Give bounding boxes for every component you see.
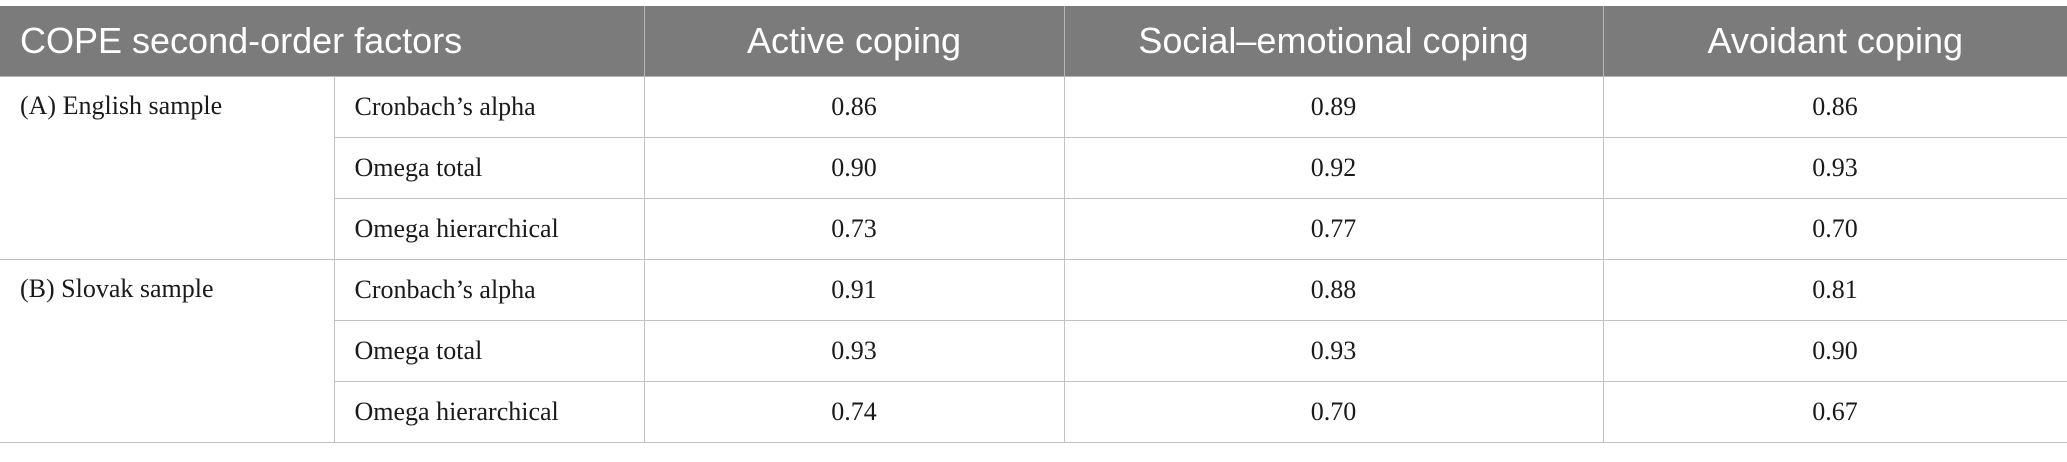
table-row: (A) English sample Cronbach’s alpha 0.86… bbox=[0, 76, 2067, 260]
value-avoidant: 0.90 bbox=[1602, 320, 2067, 382]
value-social-emotional: 0.92 bbox=[1063, 137, 1604, 199]
group-label-slovak: (B) Slovak sample bbox=[0, 259, 335, 443]
value-social-emotional: 0.70 bbox=[1063, 381, 1604, 443]
header-active-coping: Active coping bbox=[644, 6, 1065, 77]
metric-label: Omega hierarchical bbox=[333, 198, 645, 260]
value-active: 0.90 bbox=[643, 137, 1065, 199]
table-row: Omega total 0.93 0.93 0.90 bbox=[0, 320, 2067, 382]
value-avoidant: 0.70 bbox=[1602, 198, 2067, 260]
header-social-emotional-coping: Social–emotional coping bbox=[1064, 6, 1604, 77]
value-social-emotional: 0.88 bbox=[1063, 259, 1604, 321]
metric-label: Cronbach’s alpha bbox=[333, 259, 645, 321]
value-social-emotional: 0.93 bbox=[1063, 320, 1604, 382]
value-active: 0.91 bbox=[643, 259, 1065, 321]
header-avoidant-coping: Avoidant coping bbox=[1603, 6, 2067, 77]
value-active: 0.73 bbox=[643, 198, 1065, 260]
value-avoidant: 0.93 bbox=[1602, 137, 2067, 199]
group-label-english: (A) English sample bbox=[0, 76, 335, 260]
value-active: 0.74 bbox=[643, 381, 1065, 443]
metric-label: Cronbach’s alpha bbox=[333, 76, 645, 138]
reliability-table: COPE second-order factors Active coping … bbox=[0, 6, 2067, 443]
table-row: (B) Slovak sample Cronbach’s alpha 0.91 … bbox=[0, 259, 2067, 443]
value-social-emotional: 0.89 bbox=[1063, 76, 1604, 138]
table-row: Omega hierarchical 0.74 0.70 0.67 bbox=[0, 381, 2067, 443]
header-factors: COPE second-order factors bbox=[0, 6, 645, 77]
value-active: 0.86 bbox=[643, 76, 1065, 138]
header-row: COPE second-order factors Active coping … bbox=[0, 6, 2067, 77]
reliability-table-container: COPE second-order factors Active coping … bbox=[0, 6, 2067, 443]
metric-label: Omega total bbox=[333, 137, 645, 199]
value-avoidant: 0.81 bbox=[1602, 259, 2067, 321]
value-avoidant: 0.86 bbox=[1602, 76, 2067, 138]
value-social-emotional: 0.77 bbox=[1063, 198, 1604, 260]
value-avoidant: 0.67 bbox=[1602, 381, 2067, 443]
metric-label: Omega total bbox=[333, 320, 645, 382]
value-active: 0.93 bbox=[643, 320, 1065, 382]
metric-label: Omega hierarchical bbox=[333, 381, 645, 443]
